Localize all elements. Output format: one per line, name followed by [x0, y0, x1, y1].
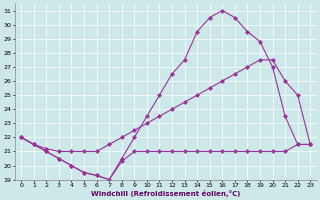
- X-axis label: Windchill (Refroidissement éolien,°C): Windchill (Refroidissement éolien,°C): [91, 190, 240, 197]
